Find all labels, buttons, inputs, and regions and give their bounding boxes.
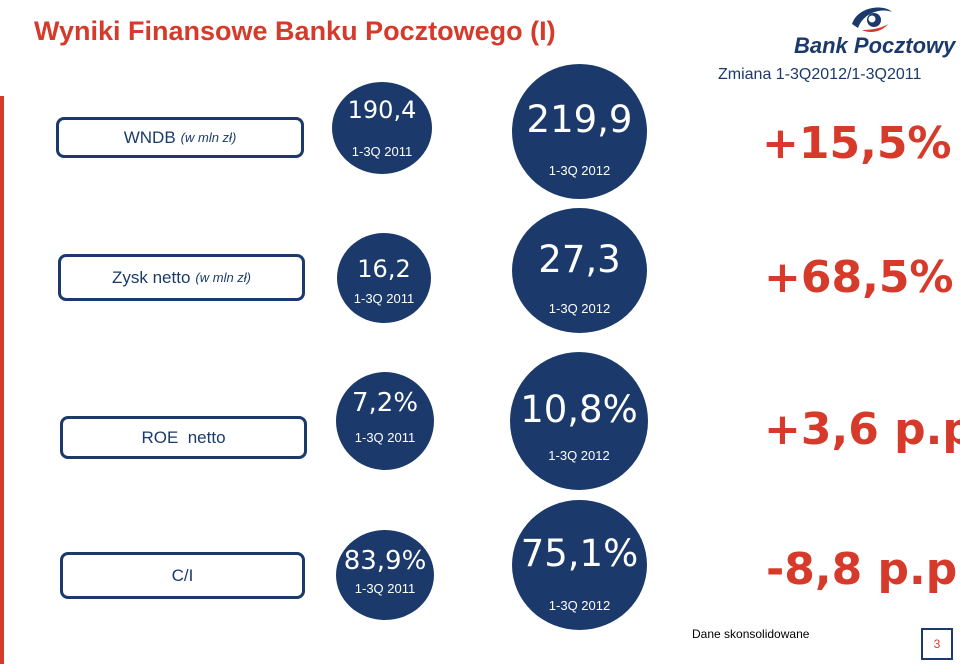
page-number: 3: [921, 628, 953, 660]
value-2011: 7,2%: [351, 388, 419, 418]
period-2012: 1-3Q 2012: [548, 301, 611, 316]
bank-logo: Bank Pocztowy: [790, 4, 956, 58]
value-2012-circle: 75,1% 1-3Q 2012: [512, 500, 647, 630]
row-label-roe-netto: ROE netto: [60, 416, 307, 459]
value-2011: 16,2: [357, 255, 411, 283]
row-label-ci: C/I: [60, 552, 305, 599]
value-2012: 10,8%: [520, 388, 638, 431]
logo-text: Bank Pocztowy: [794, 33, 956, 58]
change-value: +68,5%: [764, 252, 954, 303]
value-2011-circle: 190,4 1-3Q 2011: [332, 82, 432, 174]
period-2012: 1-3Q 2012: [548, 448, 610, 463]
change-value: -8,8 p.p: [766, 544, 958, 595]
value-2012: 75,1%: [520, 532, 639, 575]
row-label-text: ROE netto: [141, 427, 226, 447]
page-title: Wyniki Finansowe Banku Pocztowego (I): [34, 16, 556, 46]
left-accent-line: [0, 96, 4, 664]
row-label-zysk-netto: Zysk netto (w mln zł): [58, 254, 305, 301]
period-2012: 1-3Q 2012: [548, 163, 611, 178]
row-label-wndb: WNDB (w mln zł): [56, 117, 304, 158]
period-2011: 1-3Q 2011: [354, 581, 416, 596]
row-label-text: C/I: [171, 565, 194, 585]
footer-note: Dane skonsolidowane: [692, 627, 810, 641]
value-2012-circle: 219,9 1-3Q 2012: [512, 64, 647, 199]
value-2011-circle: 7,2% 1-3Q 2011: [336, 372, 434, 470]
bank-logo-icon: [852, 7, 892, 32]
change-heading: Zmiana 1-3Q2012/1-3Q2011: [718, 66, 922, 83]
change-value: +3,6 p.p: [764, 404, 960, 455]
period-2011: 1-3Q 2011: [351, 144, 413, 159]
period-2011: 1-3Q 2011: [354, 430, 416, 445]
value-2012: 219,9: [526, 98, 633, 141]
period-2012: 1-3Q 2012: [548, 598, 611, 613]
row-label-text: WNDB: [123, 127, 176, 147]
row-label-unit: (w mln zł): [180, 130, 237, 145]
value-2011-circle: 83,9% 1-3Q 2011: [336, 530, 434, 620]
value-2012-circle: 10,8% 1-3Q 2012: [510, 352, 648, 490]
row-label-unit: (w mln zł): [195, 270, 252, 285]
change-value: +15,5%: [762, 118, 952, 169]
value-2012-circle: 27,3 1-3Q 2012: [512, 208, 647, 333]
value-2011: 190,4: [347, 96, 417, 124]
row-label-text: Zysk netto: [111, 267, 191, 287]
period-2011: 1-3Q 2011: [353, 291, 415, 306]
value-2011: 83,9%: [343, 546, 427, 576]
value-2012: 27,3: [538, 238, 621, 281]
value-2011-circle: 16,2 1-3Q 2011: [337, 233, 431, 323]
